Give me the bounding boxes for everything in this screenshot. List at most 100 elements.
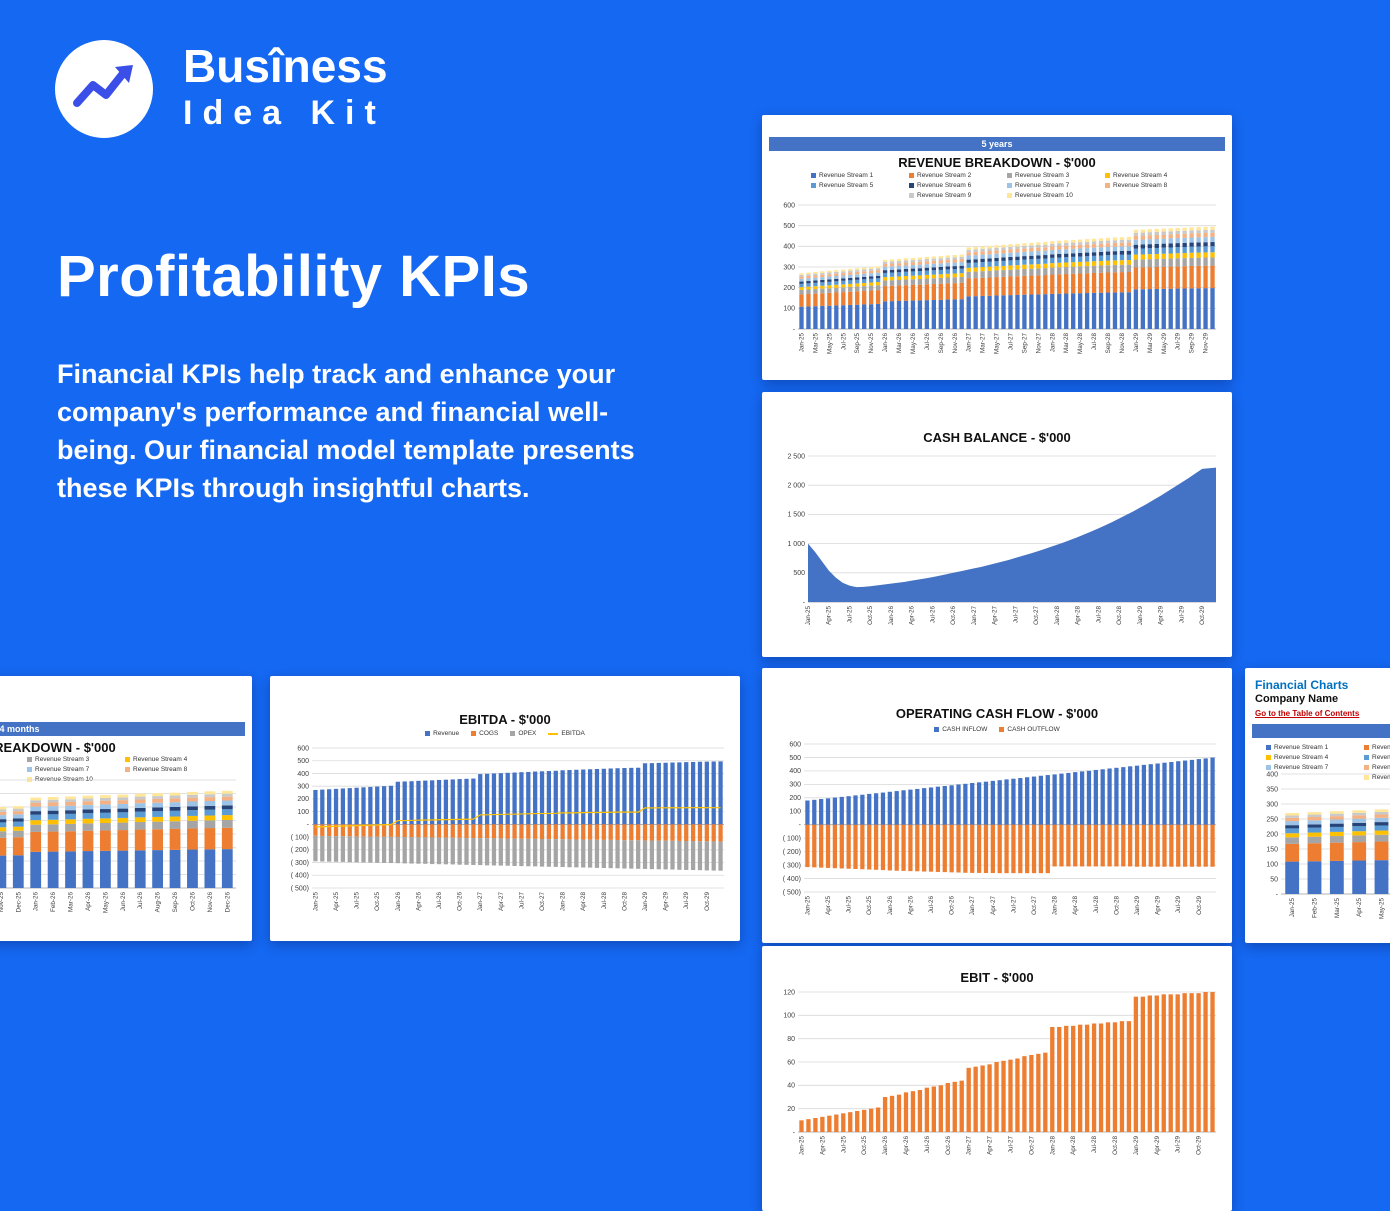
svg-text:Jan-27: Jan-27 bbox=[971, 606, 978, 626]
svg-text:Apr-26: Apr-26 bbox=[903, 1136, 910, 1155]
svg-text:600: 600 bbox=[789, 741, 801, 748]
svg-text:Apr-25: Apr-25 bbox=[826, 606, 833, 625]
svg-text:Jul-29: Jul-29 bbox=[1178, 606, 1185, 624]
svg-text:Jul-27: Jul-27 bbox=[1010, 896, 1017, 914]
svg-text:Aug-26: Aug-26 bbox=[155, 892, 162, 913]
svg-text:Oct-28: Oct-28 bbox=[621, 892, 628, 911]
ocf-legend: CASH INFLOW CASH OUTFLOW bbox=[802, 726, 1192, 733]
svg-text:Oct-28: Oct-28 bbox=[1113, 896, 1120, 915]
svg-text:( 200): ( 200) bbox=[291, 847, 309, 854]
svg-text:Apr-27: Apr-27 bbox=[990, 896, 997, 915]
svg-text:( 400): ( 400) bbox=[783, 876, 801, 883]
svg-text:350: 350 bbox=[1266, 786, 1278, 793]
svg-text:Jan-28: Jan-28 bbox=[1049, 1136, 1056, 1156]
svg-text:Jan-25: Jan-25 bbox=[798, 1136, 805, 1156]
svg-text:Jul-26: Jul-26 bbox=[137, 892, 144, 910]
svg-text:1 500: 1 500 bbox=[787, 512, 805, 519]
svg-text:Jan-26: Jan-26 bbox=[887, 896, 894, 916]
svg-text:Jul-26: Jul-26 bbox=[928, 896, 935, 914]
svg-text:Feb-26: Feb-26 bbox=[50, 892, 57, 912]
svg-text:2 000: 2 000 bbox=[787, 483, 805, 490]
svg-text:Jul-29: Jul-29 bbox=[1175, 1136, 1182, 1154]
svg-text:500: 500 bbox=[297, 758, 309, 765]
svg-text:Oct-29: Oct-29 bbox=[1196, 896, 1203, 915]
svg-text:Jul-28: Jul-28 bbox=[1091, 333, 1098, 351]
svg-text:Jul-27: Jul-27 bbox=[518, 892, 525, 910]
svg-text:Nov-27: Nov-27 bbox=[1035, 333, 1042, 354]
svg-text:May-27: May-27 bbox=[994, 333, 1001, 354]
svg-text:Apr-25: Apr-25 bbox=[819, 1136, 826, 1155]
cash-balance-card: CASH BALANCE - $'000 - 500 1 000 1 500 2 000… bbox=[762, 392, 1232, 657]
svg-text:Oct-26: Oct-26 bbox=[950, 606, 957, 625]
revenue-breakdown-24m-title: REVENUE BREAKDOWN - $'000 bbox=[0, 740, 116, 755]
svg-text:Mar-25: Mar-25 bbox=[812, 333, 819, 353]
svg-text:Oct-29: Oct-29 bbox=[1196, 1136, 1203, 1155]
svg-text:Jan-25: Jan-25 bbox=[804, 896, 811, 916]
svg-text:May-28: May-28 bbox=[1077, 333, 1084, 354]
svg-text:Jan-25: Jan-25 bbox=[1289, 898, 1296, 918]
svg-text:Apr-28: Apr-28 bbox=[580, 892, 587, 911]
svg-text:Nov-26: Nov-26 bbox=[952, 333, 959, 354]
cash-balance-title: CASH BALANCE - $'000 bbox=[923, 430, 1071, 445]
svg-text:Jan-27: Jan-27 bbox=[969, 896, 976, 916]
svg-text:Jan-28: Jan-28 bbox=[560, 892, 567, 912]
svg-text:Jul-27: Jul-27 bbox=[1007, 333, 1014, 351]
svg-text:Apr-25: Apr-25 bbox=[1356, 898, 1363, 917]
svg-text:1 000: 1 000 bbox=[787, 541, 805, 548]
svg-text:Oct-28: Oct-28 bbox=[1112, 1136, 1119, 1155]
revenue-breakdown-chart: - 100 200 300 400 500 600 Jan-25 Mar-25 May-25 Jul… bbox=[768, 201, 1226, 377]
ocf-title: OPERATING CASH FLOW - $'000 bbox=[895, 706, 1099, 721]
ebit-card: EBIT - $'000 - 20 40 60 80 100 120 Jan-25 Apr-25… bbox=[762, 946, 1232, 1211]
svg-text:Oct-25: Oct-25 bbox=[866, 896, 873, 915]
svg-text:Apr-26: Apr-26 bbox=[415, 892, 422, 911]
svg-text:Apr-26: Apr-26 bbox=[85, 892, 92, 911]
operating-cash-flow-card: OPERATING CASH FLOW - $'000 CASH INFLOW C… bbox=[762, 668, 1232, 943]
svg-text:Apr-29: Apr-29 bbox=[1158, 606, 1165, 625]
svg-text:250: 250 bbox=[1266, 816, 1278, 823]
trend-arrow-icon bbox=[73, 61, 135, 118]
svg-text:Jan-25: Jan-25 bbox=[805, 606, 812, 626]
svg-text:Apr-26: Apr-26 bbox=[907, 896, 914, 915]
svg-text:400: 400 bbox=[297, 771, 309, 778]
svg-text:Oct-25: Oct-25 bbox=[867, 606, 874, 625]
svg-text:300: 300 bbox=[1266, 801, 1278, 808]
svg-text:Oct-27: Oct-27 bbox=[1031, 896, 1038, 915]
logo-word-idea-kit: Idea Kit bbox=[183, 94, 386, 132]
svg-text:( 400): ( 400) bbox=[291, 873, 309, 880]
svg-text:200: 200 bbox=[1266, 831, 1278, 838]
svg-text:Jul-26: Jul-26 bbox=[924, 1136, 931, 1154]
svg-text:Jan-29: Jan-29 bbox=[642, 892, 649, 912]
svg-text:Oct-27: Oct-27 bbox=[1028, 1136, 1035, 1155]
svg-text:400: 400 bbox=[789, 768, 801, 775]
svg-text:( 200): ( 200) bbox=[783, 849, 801, 856]
svg-text:Nov-26: Nov-26 bbox=[207, 892, 214, 913]
svg-text:Sep-26: Sep-26 bbox=[172, 892, 179, 913]
svg-text:100: 100 bbox=[783, 1013, 795, 1020]
svg-text:60: 60 bbox=[787, 1059, 795, 1066]
svg-text:Apr-27: Apr-27 bbox=[498, 892, 505, 911]
svg-text:Apr-26: Apr-26 bbox=[909, 606, 916, 625]
table-of-contents-link[interactable]: Go to the Table of Contents bbox=[1255, 709, 1360, 718]
svg-text:Jan-29: Jan-29 bbox=[1133, 333, 1140, 353]
svg-text:Sep-25: Sep-25 bbox=[854, 333, 861, 354]
period-banner-24-months: 24 months bbox=[0, 722, 245, 736]
ebitda-title: EBITDA - $'000 bbox=[459, 712, 551, 727]
svg-text:50: 50 bbox=[1270, 876, 1278, 883]
svg-text:Jan-28: Jan-28 bbox=[1052, 896, 1059, 916]
svg-text:May-26: May-26 bbox=[910, 333, 917, 354]
svg-text:Oct-27: Oct-27 bbox=[1033, 606, 1040, 625]
svg-text:-: - bbox=[803, 599, 806, 606]
svg-text:500: 500 bbox=[789, 755, 801, 762]
svg-text:-: - bbox=[793, 326, 796, 333]
svg-text:Oct-29: Oct-29 bbox=[1199, 606, 1206, 625]
svg-text:Jul-29: Jul-29 bbox=[683, 892, 690, 910]
svg-text:300: 300 bbox=[783, 264, 795, 271]
svg-text:600: 600 bbox=[783, 202, 795, 209]
svg-text:Jul-28: Jul-28 bbox=[601, 892, 608, 910]
svg-text:150: 150 bbox=[1266, 846, 1278, 853]
svg-text:Jul-26: Jul-26 bbox=[436, 892, 443, 910]
svg-text:( 100): ( 100) bbox=[291, 834, 309, 841]
period-banner-5-years: 5 years bbox=[769, 137, 1225, 151]
ocf-chart: ( 500) ( 400) ( 300) ( 200) ( 100) - 100 200 300… bbox=[768, 740, 1226, 938]
